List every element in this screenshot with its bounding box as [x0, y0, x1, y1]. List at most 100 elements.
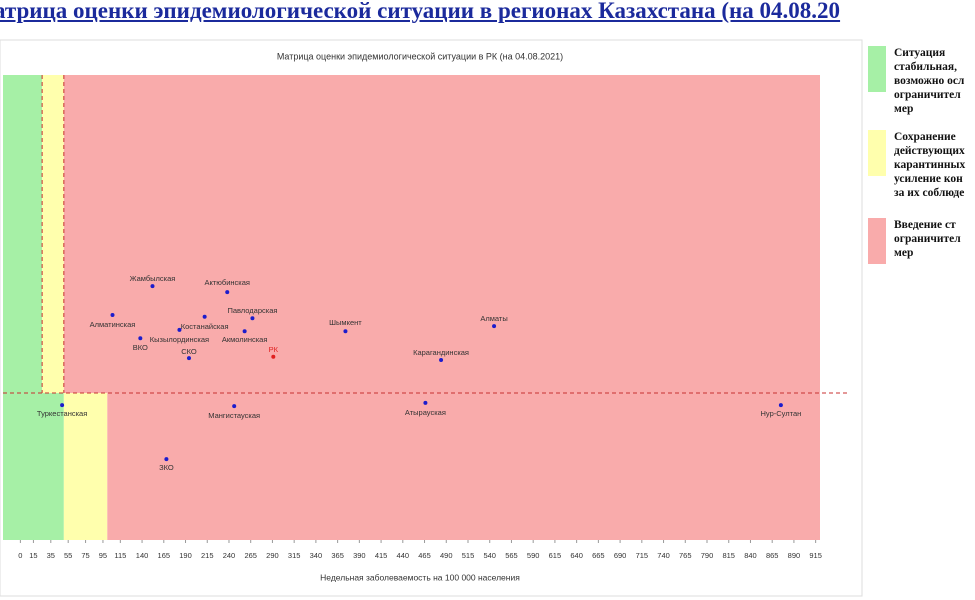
x-tick-label: 35 — [47, 551, 55, 560]
x-tick-label: 15 — [29, 551, 37, 560]
legend-item: Введение ст ограничител мер — [868, 218, 975, 264]
point — [186, 356, 191, 361]
x-tick-label: 315 — [288, 551, 301, 560]
point — [232, 404, 237, 409]
zone — [63, 393, 108, 540]
legend-line: усиление кон — [894, 173, 963, 185]
legend: Ситуация стабильная, возможно осл ограничит… — [868, 46, 975, 278]
point — [138, 336, 143, 341]
legend-text: Сохранение действующих карантинных усиление… — [894, 130, 965, 200]
x-tick-label: 240 — [223, 551, 236, 560]
x-tick-label: 740 — [657, 551, 670, 560]
legend-swatch — [868, 218, 886, 264]
zone — [3, 75, 43, 394]
legend-line: мер — [894, 103, 914, 115]
legend-text: Ситуация стабильная, возможно осл ограничит… — [894, 46, 964, 116]
x-tick-label: 265 — [244, 551, 257, 560]
legend-line: Сохранение — [894, 131, 956, 143]
legend-line: ограничител — [894, 233, 961, 245]
x-tick-label: 765 — [679, 551, 692, 560]
x-tick-label: 840 — [744, 551, 757, 560]
point-label: Нур-Султан — [760, 409, 801, 418]
point-label: Павлодарская — [227, 306, 277, 315]
point — [225, 290, 230, 295]
x-tick-label: 565 — [505, 551, 518, 560]
point-label: Кызылординская — [150, 335, 209, 344]
x-tick-label: 590 — [527, 551, 540, 560]
x-tick-label: 790 — [701, 551, 714, 560]
chart: Матрица оценки эпидемиологической ситуац… — [0, 39, 863, 597]
legend-line: карантинных — [894, 159, 966, 171]
point — [110, 312, 115, 317]
x-tick-label: 665 — [592, 551, 605, 560]
x-tick-label: 890 — [788, 551, 801, 560]
x-tick-label: 715 — [636, 551, 649, 560]
x-tick-label: 365 — [331, 551, 344, 560]
point-label: Туркестанская — [37, 409, 87, 418]
x-tick-label: 0 — [18, 551, 22, 560]
point-label: Алматинская — [90, 320, 136, 329]
x-tick-label: 540 — [483, 551, 496, 560]
legend-swatch — [868, 130, 886, 176]
point-label: Мангистауская — [208, 411, 260, 420]
legend-line: стабильная, — [894, 61, 958, 73]
point-label: Атырауская — [405, 408, 446, 417]
x-tick-label: 440 — [397, 551, 410, 560]
zone — [3, 393, 64, 540]
legend-line: за их соблюде — [894, 187, 965, 199]
legend-line: возможно осл — [894, 75, 965, 87]
x-tick-label: 140 — [136, 551, 149, 560]
x-tick-label: 95 — [99, 551, 107, 560]
legend-swatch — [868, 46, 886, 92]
x-tick-label: 815 — [722, 551, 735, 560]
point-label: ЗКО — [159, 463, 174, 472]
x-tick-label: 190 — [179, 551, 192, 560]
point — [177, 327, 182, 332]
x-tick-label: 690 — [614, 551, 627, 560]
point — [439, 358, 444, 363]
legend-line: Введение ст — [894, 219, 956, 231]
point-label: Актюбинская — [204, 278, 249, 287]
legend-line: Ситуация — [894, 47, 946, 59]
point — [164, 457, 169, 462]
zone — [63, 75, 820, 394]
legend-line: действующих — [894, 145, 965, 157]
x-tick-label: 390 — [353, 551, 366, 560]
point — [242, 329, 247, 334]
point — [250, 316, 255, 321]
zone — [107, 393, 821, 540]
point — [271, 354, 276, 359]
chart-title: Матрица оценки эпидемиологической ситуац… — [277, 51, 563, 61]
point-label: Костанайская — [181, 322, 229, 331]
point-label: Алматы — [480, 314, 507, 323]
point-label: Шымкент — [329, 318, 362, 327]
legend-line: ограничител — [894, 89, 961, 101]
point-label: Жамбылская — [130, 274, 176, 283]
legend-item: Ситуация стабильная, возможно осл ограничит… — [868, 46, 975, 116]
x-tick-label: 465 — [418, 551, 431, 560]
x-tick-label: 115 — [114, 551, 126, 560]
x-tick-label: 290 — [266, 551, 279, 560]
x-tick-label: 340 — [310, 551, 323, 560]
point — [492, 324, 497, 329]
point — [778, 403, 783, 408]
x-tick-label: 415 — [375, 551, 388, 560]
point-label: Карагандинская — [413, 348, 469, 357]
x-tick-label: 915 — [809, 551, 822, 560]
x-axis-label: Недельная заболеваемость на 100 000 насе… — [320, 572, 520, 582]
point-label: РК — [269, 345, 279, 354]
point — [150, 284, 155, 289]
x-tick-label: 55 — [64, 551, 72, 560]
legend-text: Введение ст ограничител мер — [894, 218, 961, 264]
x-tick-label: 615 — [549, 551, 562, 560]
x-tick-label: 640 — [570, 551, 583, 560]
point — [202, 314, 207, 319]
x-tick-label: 215 — [201, 551, 214, 560]
x-tick-label: 165 — [158, 551, 171, 560]
legend-item: Сохранение действующих карантинных усиление… — [868, 130, 975, 200]
x-tick-label: 75 — [81, 551, 89, 560]
x-tick-label: 515 — [462, 551, 475, 560]
point — [60, 403, 65, 408]
slide-title: атрица оценки эпидемиологической ситуаци… — [0, 0, 841, 23]
